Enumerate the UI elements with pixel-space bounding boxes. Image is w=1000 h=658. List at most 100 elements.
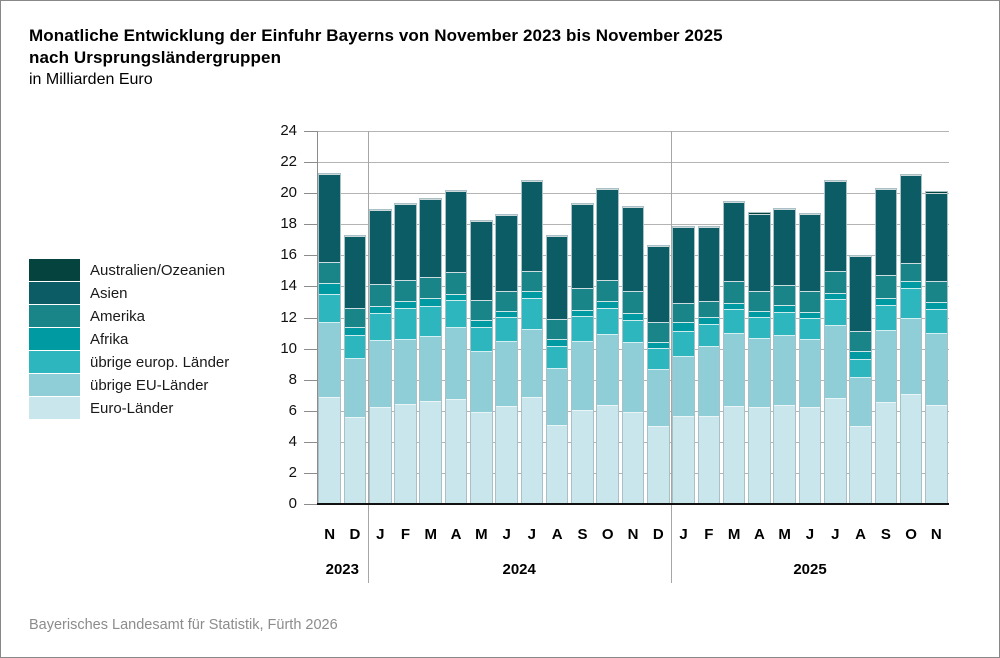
bar-segment-asien xyxy=(900,176,922,265)
bar-segment-uebrige-europ-laender xyxy=(445,301,467,328)
bar-segment-australien-ozeanien xyxy=(723,201,745,204)
y-tick xyxy=(304,162,317,164)
y-tick xyxy=(304,504,317,505)
bar-segment-asien xyxy=(521,181,543,273)
legend-label-australien-ozeanien: Australien/Ozeanien xyxy=(90,262,226,279)
bar-segment-uebrige-europ-laender xyxy=(521,298,543,330)
y-tick-label: 24 xyxy=(280,122,297,139)
bar-segment-amerika xyxy=(344,309,366,329)
stacked-bar xyxy=(368,208,392,504)
legend-row-euro-laender: Euro-Länder xyxy=(29,397,229,420)
bar-segment-uebrige-eu-laender xyxy=(673,357,694,417)
stacked-bar xyxy=(697,226,721,504)
y-tick xyxy=(304,379,317,381)
y-tick xyxy=(304,131,317,132)
bar-segment-euro-laender xyxy=(799,408,821,503)
bar-segment-australien-ozeanien xyxy=(319,173,340,175)
y-tick-label: 8 xyxy=(288,370,297,388)
stacked-bar xyxy=(318,172,341,504)
legend-swatch-afrika xyxy=(29,328,80,351)
bar-segment-euro-laender xyxy=(521,398,543,503)
stacked-bar xyxy=(722,200,746,504)
bar-segment-asien xyxy=(698,228,720,302)
bar-segment-uebrige-eu-laender xyxy=(369,340,391,409)
bar-segment-uebrige-europ-laender xyxy=(647,349,669,370)
month-label: M xyxy=(475,526,488,543)
bar-segment-australien-ozeanien xyxy=(698,227,720,229)
chart-legend: Australien/Ozeanien Asien Amerika Afrika übr… xyxy=(29,259,229,420)
chart-title-line1: Monatliche Entwicklung der Einfuhr Bayer… xyxy=(29,26,723,45)
stacked-bar xyxy=(748,212,771,504)
bar-segment-australien-ozeanien xyxy=(572,203,593,205)
bar-segment-afrika xyxy=(749,312,770,319)
stacked-bar xyxy=(672,226,695,504)
y-gridline xyxy=(317,193,949,195)
bar-segment-uebrige-eu-laender xyxy=(723,333,745,408)
year-label: 2023 xyxy=(325,561,359,578)
y-tick-label: 0 xyxy=(288,495,297,512)
bar-segment-amerika xyxy=(774,285,795,306)
y-tick-label: 2 xyxy=(288,463,297,481)
bar-segment-uebrige-eu-laender xyxy=(496,341,517,407)
month-label: A xyxy=(450,526,462,543)
stacked-bar xyxy=(596,188,620,504)
bar-segment-australien-ozeanien xyxy=(546,235,568,238)
stacked-bar xyxy=(470,220,493,504)
bar-segment-australien-ozeanien xyxy=(395,203,416,205)
bar-segment-australien-ozeanien xyxy=(774,209,795,211)
stacked-bar xyxy=(444,189,468,504)
legend-label-euro-laender: Euro-Länder xyxy=(90,400,174,417)
year-label: 2024 xyxy=(502,561,536,578)
bar-segment-uebrige-europ-laender xyxy=(824,300,846,326)
bar-segment-uebrige-europ-laender xyxy=(572,316,593,342)
year-separator xyxy=(670,131,672,583)
bar-segment-uebrige-eu-laender xyxy=(749,339,770,409)
bar-segment-uebrige-eu-laender xyxy=(900,319,922,395)
y-tick xyxy=(304,472,317,474)
y-gridline xyxy=(317,131,949,132)
bar-segment-afrika xyxy=(926,303,947,311)
bar-segment-uebrige-europ-laender xyxy=(597,309,619,335)
bar-segment-amerika xyxy=(723,282,745,304)
bar-segment-afrika xyxy=(395,301,416,310)
legend-label-asien: Asien xyxy=(90,285,128,302)
bar-segment-afrika xyxy=(900,282,922,289)
y-gridline xyxy=(317,162,949,164)
stacked-bar xyxy=(874,188,898,504)
bar-segment-afrika xyxy=(445,295,467,302)
y-tick-label: 10 xyxy=(280,339,297,357)
bar-segment-euro-laender xyxy=(572,410,593,504)
bar-segment-afrika xyxy=(622,313,644,321)
y-tick-label: 18 xyxy=(280,215,297,233)
bar-segment-australien-ozeanien xyxy=(420,199,442,201)
bar-segment-amerika xyxy=(622,292,644,314)
bar-segment-asien xyxy=(572,204,593,290)
month-label: A xyxy=(551,526,563,543)
bar-segment-uebrige-eu-laender xyxy=(344,359,366,419)
bar-segment-uebrige-eu-laender xyxy=(597,334,619,407)
bar-segment-uebrige-europ-laender xyxy=(926,310,947,334)
bar-segment-uebrige-europ-laender xyxy=(774,312,795,336)
legend-swatch-euro-laender xyxy=(29,397,80,420)
month-label: D xyxy=(652,526,664,543)
bar-segment-afrika xyxy=(344,328,366,336)
y-tick-label: 14 xyxy=(280,277,297,295)
bar-segment-amerika xyxy=(319,262,340,285)
x-axis-baseline xyxy=(317,503,949,505)
bar-segment-afrika xyxy=(572,310,593,317)
stacked-bar xyxy=(925,191,948,504)
bar-segment-uebrige-europ-laender xyxy=(875,305,897,332)
stacked-bar xyxy=(899,174,923,504)
bar-segment-uebrige-eu-laender xyxy=(471,351,492,414)
bar-segment-amerika xyxy=(546,320,568,341)
bar-segment-amerika xyxy=(926,282,947,304)
title-block: Monatliche Entwicklung der Einfuhr Bayer… xyxy=(29,25,723,91)
y-tick xyxy=(304,410,317,412)
bar-segment-afrika xyxy=(774,305,795,313)
stacked-bar xyxy=(394,202,417,504)
bar-segment-uebrige-europ-laender xyxy=(546,346,568,369)
bar-segment-uebrige-eu-laender xyxy=(572,341,593,411)
month-label: A xyxy=(754,526,765,543)
stacked-bar xyxy=(823,180,847,504)
